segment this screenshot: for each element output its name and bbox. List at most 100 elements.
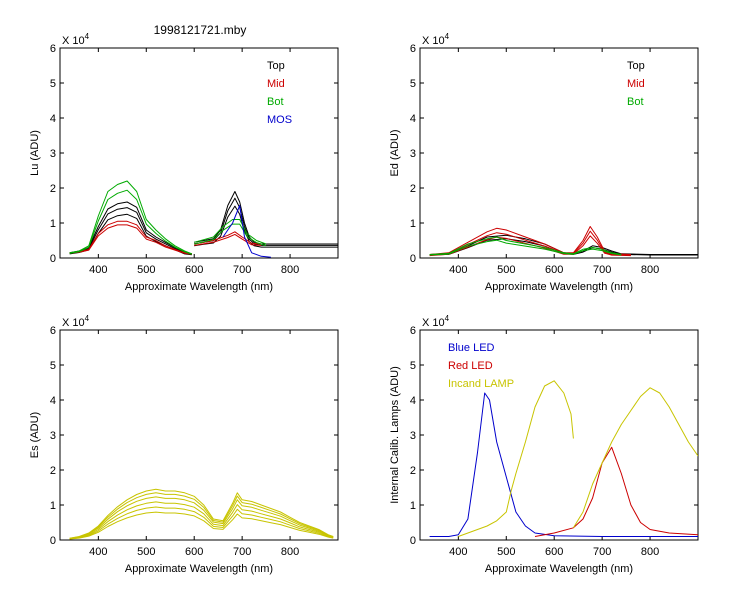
series-line-top [194, 197, 338, 246]
x-tick-label: 800 [641, 546, 659, 558]
x-tick-label: 400 [89, 264, 107, 276]
x-tick-label: 400 [89, 546, 107, 558]
y-tick-label: 1 [50, 218, 56, 230]
x-tick-label: 400 [449, 546, 467, 558]
y-scale-base: X 10 [62, 317, 85, 329]
y-tick-label: 6 [50, 43, 56, 55]
series-line-top [194, 191, 338, 245]
legend-entry: Mid [627, 78, 645, 90]
legend-entry: Blue LED [448, 342, 495, 354]
y-tick-label: 2 [410, 465, 416, 477]
y-scale-exponent: 4 [85, 32, 90, 41]
y-tick-label: 3 [50, 148, 56, 160]
plot-frame [419, 47, 699, 259]
series-line-es [69, 511, 334, 540]
x-axis-label: Approximate Wavelength (nm) [125, 563, 273, 575]
series-line-incand-lamp [572, 387, 698, 529]
series-group [69, 488, 334, 540]
x-tick-label: 400 [449, 264, 467, 276]
y-tick-label: 5 [50, 78, 56, 90]
x-tick-label: 600 [185, 546, 203, 558]
series-line-bot [194, 219, 267, 245]
y-tick-label: 0 [410, 253, 416, 265]
plot-frame [59, 329, 339, 541]
x-tick-label: 800 [281, 264, 299, 276]
series-line-es [69, 492, 334, 539]
y-tick-label: 5 [50, 360, 56, 372]
y-tick-label: 0 [50, 535, 56, 547]
y-scale-label: X 104 [422, 32, 450, 47]
series-line-top [194, 205, 338, 248]
y-tick-label: 2 [410, 183, 416, 195]
x-tick-label: 500 [137, 264, 155, 276]
plot-frame [59, 47, 339, 259]
legend-entry: Incand LAMP [448, 378, 514, 390]
y-axis-label: Ed (ADU) [389, 129, 401, 176]
x-tick-label: 700 [593, 264, 611, 276]
y-axis-label: Internal Calib. Lamps (ADU) [389, 366, 401, 504]
legend-entry: Bot [267, 96, 284, 108]
y-tick-label: 4 [410, 395, 416, 407]
y-tick-label: 4 [50, 395, 56, 407]
x-tick-label: 700 [233, 264, 251, 276]
series-line-mid [194, 231, 262, 245]
series-group [69, 180, 338, 258]
y-tick-label: 2 [50, 465, 56, 477]
series-line-mid [429, 226, 631, 255]
y-tick-label: 6 [50, 325, 56, 337]
y-tick-label: 5 [410, 360, 416, 372]
y-tick-label: 1 [50, 500, 56, 512]
legend-entry: Mid [267, 78, 285, 90]
x-axis-label: Approximate Wavelength (nm) [125, 281, 273, 293]
y-tick-label: 1 [410, 218, 416, 230]
x-axis-label: Approximate Wavelength (nm) [485, 281, 633, 293]
series-line-es [69, 501, 334, 540]
series-line-es [69, 506, 334, 540]
y-scale-base: X 10 [422, 35, 445, 47]
series-group [429, 226, 698, 257]
series-line-bot [194, 223, 267, 247]
x-tick-label: 500 [497, 264, 515, 276]
y-tick-label: 0 [410, 535, 416, 547]
y-scale-label: X 104 [62, 314, 90, 329]
y-axis-label: Lu (ADU) [29, 130, 41, 176]
x-tick-label: 500 [137, 546, 155, 558]
x-tick-label: 500 [497, 546, 515, 558]
y-tick-label: 4 [410, 113, 416, 125]
y-scale-label: X 104 [62, 32, 90, 47]
series-group [429, 380, 698, 537]
x-tick-label: 700 [593, 546, 611, 558]
series-line-bot [429, 236, 622, 255]
y-tick-label: 6 [410, 43, 416, 55]
y-tick-label: 3 [410, 430, 416, 442]
series-line-incand-lamp [458, 380, 574, 537]
y-tick-label: 0 [50, 253, 56, 265]
series-line-blue-led [429, 392, 698, 537]
legend-entry: Top [267, 60, 285, 72]
series-line-red-led [534, 446, 698, 537]
x-tick-label: 600 [545, 546, 563, 558]
y-scale-exponent: 4 [85, 314, 90, 323]
x-tick-label: 800 [641, 264, 659, 276]
y-tick-label: 3 [50, 430, 56, 442]
series-line-top [69, 207, 192, 255]
legend-entry: Bot [627, 96, 644, 108]
y-tick-label: 5 [410, 78, 416, 90]
series-line-bot [69, 180, 192, 255]
x-tick-label: 600 [185, 264, 203, 276]
series-line-mid [194, 233, 262, 246]
legend-entry: Top [627, 60, 645, 72]
series-line-es [69, 488, 334, 539]
series-line-bot [69, 189, 192, 255]
series-line-es [69, 496, 334, 539]
y-scale-base: X 10 [62, 35, 85, 47]
y-tick-label: 4 [50, 113, 56, 125]
series-line-bot [429, 239, 622, 256]
y-tick-label: 3 [410, 148, 416, 160]
y-scale-exponent: 4 [445, 32, 450, 41]
